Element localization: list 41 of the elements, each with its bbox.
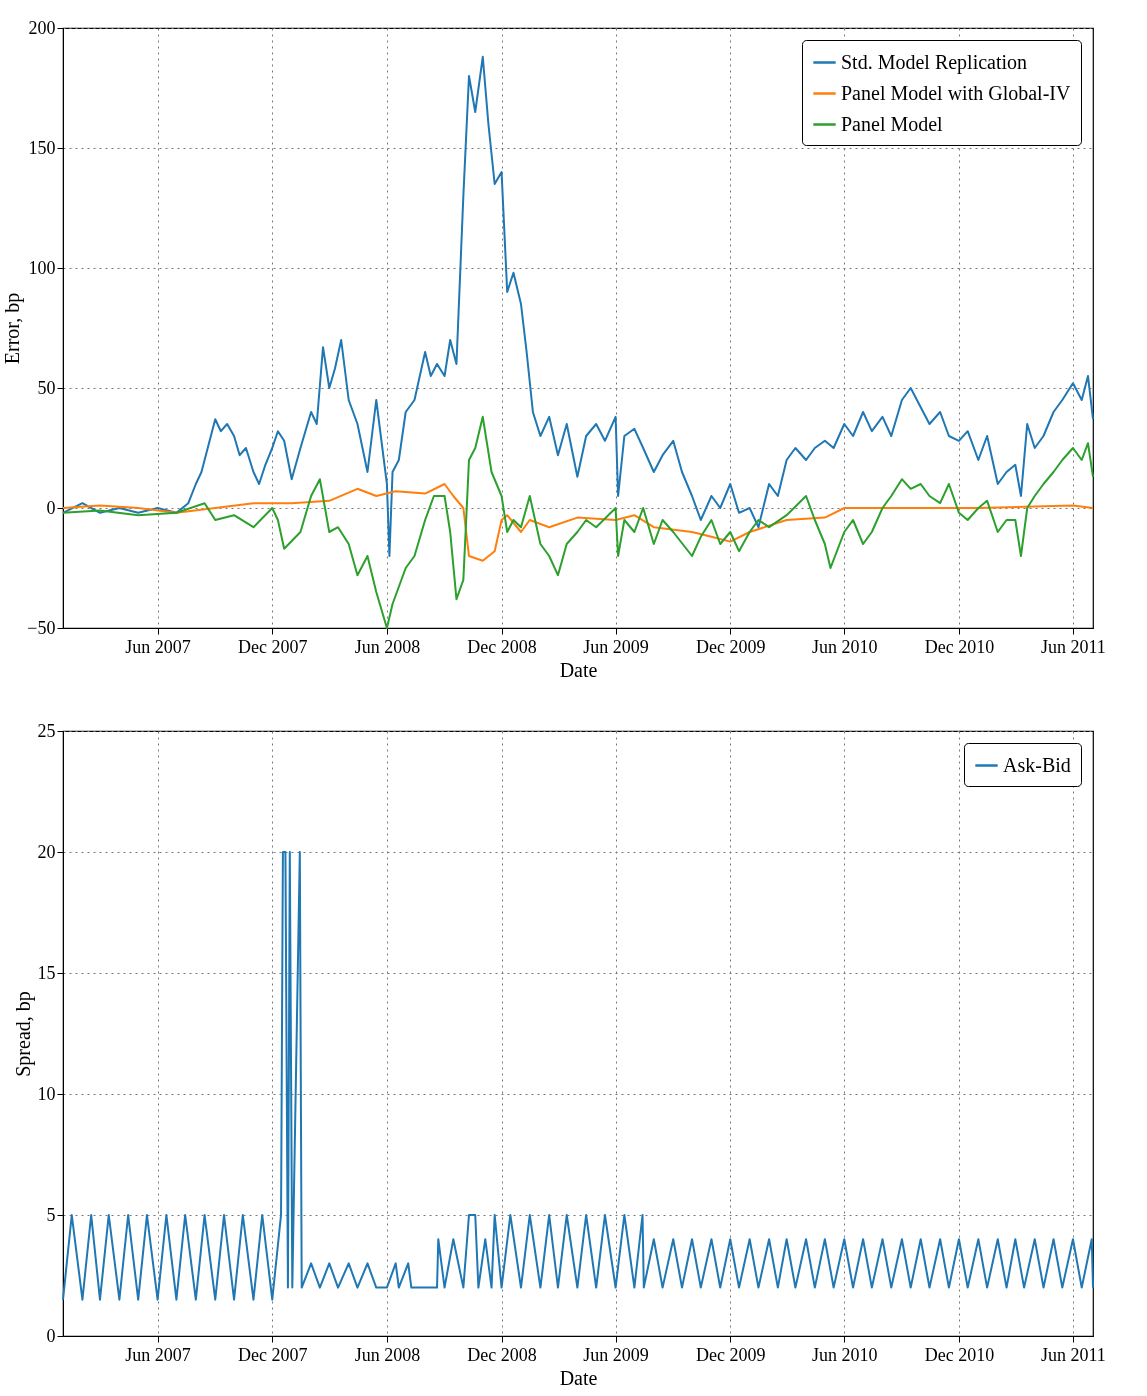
x-tick-label: Jun 2011 <box>1041 1344 1106 1365</box>
y-tick-label: 15 <box>37 962 56 983</box>
x-tick-label: Dec 2010 <box>924 636 995 657</box>
legend-label: Ask-Bid <box>1003 753 1071 776</box>
x-tick-label: Dec 2009 <box>696 1344 766 1365</box>
y-tick-label: 5 <box>46 1204 56 1225</box>
y-tick-label: 50 <box>37 377 56 398</box>
x-tick-label: Jun 2007 <box>125 1344 191 1365</box>
y-axis-title: Spread, bp <box>11 991 35 1077</box>
legend-label: Std. Model Replication <box>841 50 1028 74</box>
x-tick-label: Dec 2010 <box>924 1344 995 1365</box>
y-tick-label: 0 <box>46 497 56 518</box>
x-tick-label: Jun 2008 <box>354 636 421 657</box>
x-tick-label: Dec 2008 <box>467 636 537 657</box>
x-tick-label: Jun 2011 <box>1041 636 1106 657</box>
x-tick-label: Jun 2008 <box>354 1344 421 1365</box>
x-axis-title: Date <box>559 1366 598 1389</box>
y-tick-label: 20 <box>37 841 56 862</box>
line-series <box>62 851 1094 1301</box>
y-axis-title: Error, bp <box>1 292 25 365</box>
line-series <box>62 483 1094 562</box>
x-tick-label: Jun 2009 <box>583 636 649 657</box>
x-tick-label: Jun 2010 <box>812 1344 878 1365</box>
y-tick-label: 25 <box>37 720 56 741</box>
x-tick-label: Dec 2009 <box>696 636 766 657</box>
x-tick-label: Dec 2008 <box>467 1344 537 1365</box>
legend-label: Panel Model with Global-IV <box>841 81 1071 104</box>
y-tick-label: 10 <box>37 1083 56 1104</box>
x-tick-label: Jun 2007 <box>125 636 191 657</box>
legend-label: Panel Model <box>841 112 944 135</box>
x-axis-title: Date <box>559 658 598 681</box>
line-series <box>62 55 1094 557</box>
y-tick-label: 150 <box>28 137 56 158</box>
y-tick-label: 100 <box>28 257 56 278</box>
y-tick-label: 0 <box>46 1325 56 1346</box>
x-tick-label: Dec 2007 <box>238 1344 308 1365</box>
x-tick-label: Jun 2010 <box>812 636 878 657</box>
x-tick-label: Jun 2009 <box>583 1344 649 1365</box>
x-tick-label: Dec 2007 <box>238 636 308 657</box>
y-tick-label: −50 <box>27 617 56 638</box>
y-tick-label: 200 <box>28 17 56 38</box>
